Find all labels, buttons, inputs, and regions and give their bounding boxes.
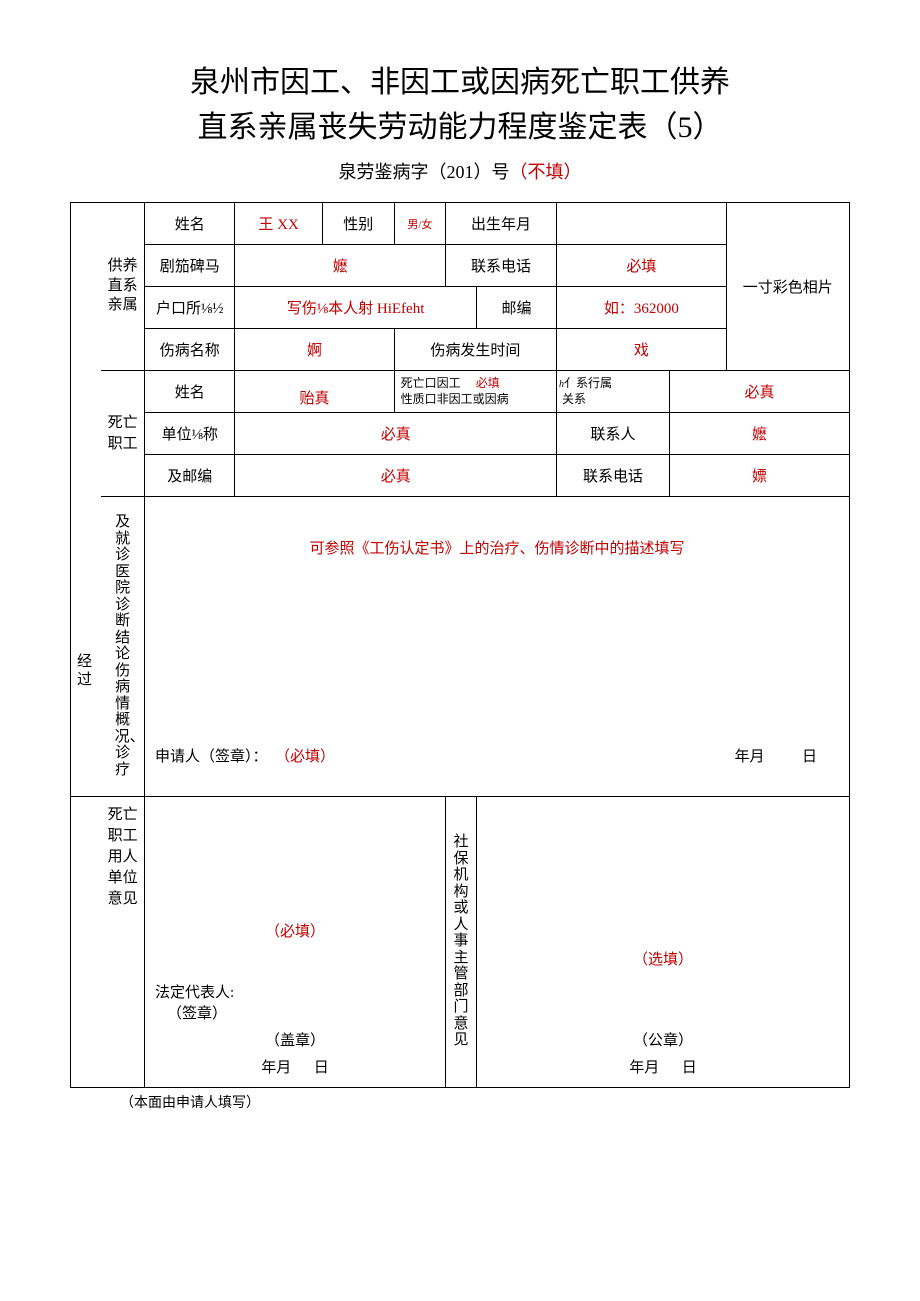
label-contact-phone2: 联系电话 — [557, 455, 670, 497]
form-table-lower: 死亡职工用人单位意见 （必填） 法定代表人: （签章） （盖章） 年月 日 社保… — [70, 797, 850, 1088]
label-postcode: 邮编 — [476, 287, 556, 329]
page-subtitle: 泉劳鉴病字（201）号（不填） — [70, 158, 850, 184]
value-birth — [557, 203, 727, 245]
value-and-postcode: 必真 — [235, 455, 557, 497]
death-nature: 死亡口因工 必填 性质口非因工或因病 — [394, 371, 556, 413]
value-hukou: 写伤⅛本人射 HiEfeht — [235, 287, 476, 329]
value-row2a: 嬷 — [235, 245, 446, 287]
label-unit-name: 单位⅛称 — [144, 413, 234, 455]
table-row: 死亡职工用人单位意见 （必填） 法定代表人: （签章） （盖章） 年月 日 社保… — [71, 797, 850, 1087]
title-line1: 泉州市因工、非因工或因病死亡职工供养 — [190, 66, 730, 99]
value-postcode: 如：362000 — [557, 287, 727, 329]
left-spacer2 — [71, 797, 102, 1087]
value-illness-time: 戏 — [557, 329, 727, 371]
deceased-label: 死亡职工 — [101, 371, 144, 497]
label-name: 姓名 — [144, 203, 234, 245]
value-gender: 男/女 — [394, 203, 445, 245]
value-relation: 必真 — [670, 371, 850, 413]
value-deceased-name: 贻真 — [235, 371, 394, 413]
applicant-sign-row: 申请人（签章）： （必填） 年月 日 — [144, 716, 849, 797]
photo-cell: 一寸彩色相片 — [726, 203, 849, 371]
label-and-postcode: 及邮编 — [144, 455, 234, 497]
col-left-spacer — [71, 203, 102, 797]
subtitle-prefix: 泉劳鉴病字（201）号 — [339, 162, 510, 182]
footnote: （本面由申请人填写） — [70, 1092, 850, 1112]
value-illness-name: 婀 — [235, 329, 394, 371]
title-line2: 直系亲属丧失劳动能力程度鉴定表（5） — [198, 111, 723, 144]
diagnosis-note: 可参照《工伤认定书》上的治疗、伤情诊断中的描述填写 — [144, 497, 849, 716]
label-relation: h亻系行属 关系 — [557, 371, 670, 413]
value-unit-name: 必真 — [235, 413, 557, 455]
value-contact-person: 嬷 — [670, 413, 850, 455]
dependent-label: 供养直系亲属 — [101, 203, 144, 371]
value-contact-phone2: 嫖 — [670, 455, 850, 497]
social-dept-label: 社保机构或人事主管部门意见 — [446, 797, 477, 1087]
label-illness-name: 伤病名称 — [144, 329, 234, 371]
label-illness-time: 伤病发生时间 — [394, 329, 556, 371]
value-name: 王 XX — [235, 203, 322, 245]
value-contact-phone: 必填 — [557, 245, 727, 287]
table-row: 申请人（签章）： （必填） 年月 日 — [71, 716, 850, 797]
label-row2a: 剧笳碑马 — [144, 245, 234, 287]
label-birth: 出生年月 — [446, 203, 557, 245]
table-row: 供养直系亲属 姓名 王 XX 性别 男/女 出生年月 一寸彩色相片 — [71, 203, 850, 245]
diagnosis-inner-label: 及就诊医院诊断结论伤病情概况、诊疗 — [101, 497, 144, 797]
employer-opinion-cell: （必填） 法定代表人: （签章） （盖章） 年月 日 — [144, 797, 445, 1087]
form-table: 供养直系亲属 姓名 王 XX 性别 男/女 出生年月 一寸彩色相片 剧笳碑马 嬷… — [70, 202, 850, 797]
table-row: 死亡职工 姓名 贻真 死亡口因工 必填 性质口非因工或因病 h亻系行属 关系 必… — [71, 371, 850, 413]
label-contact-phone: 联系电话 — [446, 245, 557, 287]
table-row: 及邮编 必真 联系电话 嫖 — [71, 455, 850, 497]
table-row: 单位⅛称 必真 联系人 嬷 — [71, 413, 850, 455]
label-gender: 性别 — [322, 203, 394, 245]
table-row: 及就诊医院诊断结论伤病情概况、诊疗 可参照《工伤认定书》上的治疗、伤情诊断中的描… — [71, 497, 850, 716]
label-name2: 姓名 — [144, 371, 234, 413]
label-contact-person: 联系人 — [557, 413, 670, 455]
social-dept-cell: （选填） （公章） 年月 日 — [476, 797, 849, 1087]
page-title: 泉州市因工、非因工或因病死亡职工供养 直系亲属丧失劳动能力程度鉴定表（5） — [70, 60, 850, 150]
label-hukou: 户口所⅛½ — [144, 287, 234, 329]
subtitle-note: （不填） — [510, 162, 582, 182]
employer-opinion-label: 死亡职工用人单位意见 — [101, 797, 144, 1087]
